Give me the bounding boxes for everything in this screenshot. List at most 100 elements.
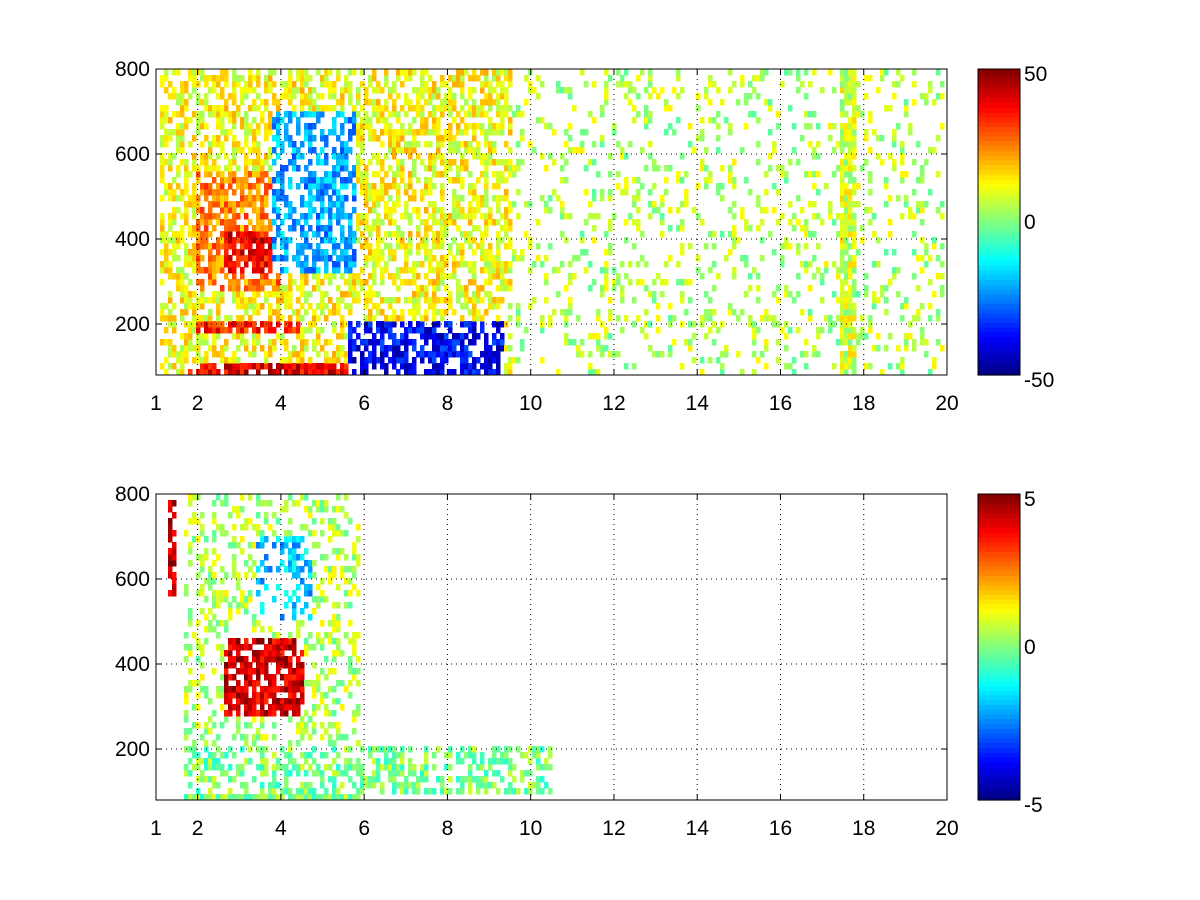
heatmap-cell xyxy=(472,123,477,130)
heatmap-cell xyxy=(848,303,853,310)
heatmap-cell xyxy=(600,321,605,328)
heatmap-cell xyxy=(424,788,429,795)
heatmap-cell xyxy=(896,345,901,352)
heatmap-cell xyxy=(496,75,501,82)
heatmap-cell xyxy=(332,656,337,663)
heatmap-cell xyxy=(184,794,189,801)
heatmap-cell xyxy=(772,291,777,298)
heatmap-cell xyxy=(940,291,945,298)
heatmap-cell xyxy=(412,141,417,148)
heatmap-cell xyxy=(844,231,849,238)
heatmap-cell xyxy=(588,333,593,340)
heatmap-cell xyxy=(676,93,681,100)
heatmap-cell xyxy=(232,225,237,232)
heatmap-cell xyxy=(896,363,901,370)
heatmap-cell xyxy=(380,129,385,136)
heatmap-cell xyxy=(184,357,189,364)
heatmap-cell xyxy=(840,225,845,232)
heatmap-cell xyxy=(224,225,229,232)
heatmap-cell xyxy=(512,788,517,795)
heatmap-cell xyxy=(516,189,521,196)
heatmap-cell xyxy=(488,351,493,358)
heatmap-cell xyxy=(456,165,461,172)
heatmap-cell xyxy=(232,285,237,292)
heatmap-cell xyxy=(716,357,721,364)
heatmap-cell xyxy=(480,758,485,765)
heatmap-cell xyxy=(348,279,353,286)
heatmap-cell xyxy=(336,159,341,166)
heatmap-cell xyxy=(196,554,201,561)
heatmap-cell xyxy=(848,363,853,370)
heatmap-cell xyxy=(184,171,189,178)
heatmap-cell xyxy=(288,692,293,699)
heatmap-cell xyxy=(280,333,285,340)
heatmap-cell xyxy=(248,566,253,573)
heatmap-cell xyxy=(640,183,645,190)
heatmap-cell xyxy=(384,261,389,268)
heatmap-cell xyxy=(464,231,469,238)
heatmap-cell xyxy=(876,297,881,304)
heatmap-cell xyxy=(772,321,777,328)
heatmap-cell xyxy=(284,674,289,681)
heatmap-cell xyxy=(184,656,189,663)
heatmap-cell xyxy=(248,710,253,717)
heatmap-cell xyxy=(508,81,513,88)
heatmap-cell xyxy=(856,111,861,118)
heatmap-cell xyxy=(196,195,201,202)
heatmap-cell xyxy=(632,177,637,184)
heatmap-cell xyxy=(756,357,761,364)
heatmap-cell xyxy=(240,596,245,603)
heatmap-cell xyxy=(704,93,709,100)
heatmap-cell xyxy=(212,752,217,759)
heatmap-cell xyxy=(288,668,293,675)
heatmap-cell xyxy=(580,129,585,136)
heatmap-cell xyxy=(912,159,917,166)
heatmap-cell xyxy=(312,758,317,765)
heatmap-cell xyxy=(500,177,505,184)
heatmap-cell xyxy=(340,333,345,340)
heatmap-cell xyxy=(284,602,289,609)
heatmap-cell xyxy=(688,123,693,130)
heatmap-cell xyxy=(316,794,321,801)
heatmap-cell xyxy=(196,758,201,765)
heatmap-cell xyxy=(472,75,477,82)
heatmap-cell xyxy=(164,135,169,142)
heatmap-cell xyxy=(400,315,405,322)
heatmap-cell xyxy=(772,207,777,214)
heatmap-cell xyxy=(448,327,453,334)
heatmap-cell xyxy=(796,273,801,280)
heatmap-cell xyxy=(408,782,413,789)
heatmap-cell xyxy=(280,548,285,555)
heatmap-cell xyxy=(168,309,173,316)
heatmap-cell xyxy=(300,333,305,340)
heatmap-cell xyxy=(356,291,361,298)
heatmap-cell xyxy=(200,369,205,376)
heatmap-cell xyxy=(320,506,325,513)
heatmap-cell xyxy=(280,183,285,190)
heatmap-cell xyxy=(280,674,285,681)
heatmap-cell xyxy=(336,722,341,729)
heatmap-cell xyxy=(288,285,293,292)
heatmap-cell xyxy=(620,285,625,292)
heatmap-cell xyxy=(848,69,853,76)
heatmap-cell xyxy=(428,225,433,232)
heatmap-cell xyxy=(228,207,233,214)
heatmap-cell xyxy=(376,303,381,310)
heatmap-cell xyxy=(744,123,749,130)
heatmap-cell xyxy=(196,237,201,244)
heatmap-cell xyxy=(188,255,193,262)
heatmap-cell xyxy=(476,207,481,214)
heatmap-cell xyxy=(376,255,381,262)
heatmap-cell xyxy=(244,117,249,124)
heatmap-cell xyxy=(472,267,477,274)
heatmap-cell xyxy=(852,279,857,286)
heatmap-cell xyxy=(268,303,273,310)
heatmap-cell xyxy=(660,195,665,202)
heatmap-cell xyxy=(288,548,293,555)
heatmap-cell xyxy=(492,303,497,310)
heatmap-cell xyxy=(844,141,849,148)
heatmap-cell xyxy=(444,285,449,292)
heatmap-cell xyxy=(344,75,349,82)
heatmap-cell xyxy=(592,237,597,244)
heatmap-cell xyxy=(336,680,341,687)
